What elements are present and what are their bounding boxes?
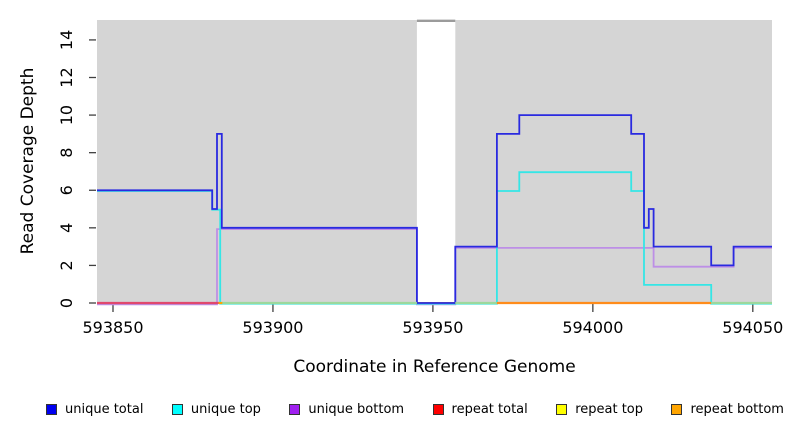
legend-swatch-repeat-total	[432, 403, 444, 415]
y-axis-tick-label: 0	[57, 298, 76, 308]
y-axis-tick-label: 4	[57, 223, 76, 233]
legend-label: unique top	[190, 401, 261, 417]
x-axis-tick-label: 593850	[82, 318, 143, 337]
x-axis-tick-label: 594050	[722, 318, 783, 337]
legend-swatch-repeat-top	[556, 403, 568, 415]
legend-item-unique-top: unique top	[171, 401, 261, 417]
legend-swatch-repeat-bottom	[671, 403, 683, 415]
y-axis-tick-label: 2	[57, 260, 76, 270]
legend-item-repeat-total: repeat total	[432, 401, 528, 417]
y-axis-tick-label: 12	[57, 67, 76, 87]
legend-item-repeat-top: repeat top	[556, 402, 643, 417]
plot-background-right	[455, 20, 772, 303]
x-axis-tick-label: 593900	[242, 318, 303, 337]
x-axis-tick-label: 593950	[402, 318, 463, 337]
legend-label: repeat total	[451, 401, 528, 417]
legend-swatch-unique-total	[46, 403, 57, 415]
plot-background-left	[97, 20, 417, 303]
legend-swatch-unique-bottom	[289, 403, 301, 415]
y-axis-tick-label: 6	[57, 185, 76, 195]
x-axis-tick-label: 594000	[562, 318, 623, 337]
legend: unique total unique top unique bottom repea…	[46, 396, 784, 422]
y-axis-tick-label: 8	[57, 148, 76, 158]
series-line-unique-total	[97, 114, 772, 304]
legend-item-unique-bottom: unique bottom	[289, 402, 404, 417]
legend-swatch-unique-top	[171, 403, 183, 415]
legend-label: repeat top	[575, 401, 643, 417]
legend-label: unique total	[65, 401, 144, 417]
y-axis-tick-label: 14	[57, 30, 76, 50]
y-axis-tick-label: 10	[57, 105, 76, 125]
legend-label: repeat bottom	[690, 401, 784, 417]
x-axis-title: Coordinate in Reference Genome	[293, 357, 576, 377]
legend-label: unique bottom	[308, 401, 405, 417]
y-axis-title: Read Coverage Depth	[18, 67, 38, 255]
legend-item-unique-total: unique total	[46, 402, 143, 417]
legend-item-repeat-bottom: repeat bottom	[671, 402, 784, 417]
